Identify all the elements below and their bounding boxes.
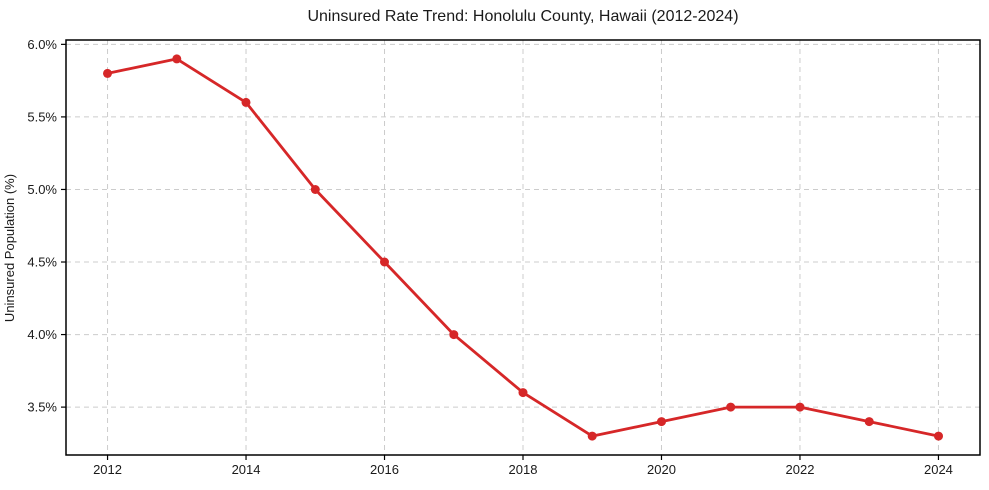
data-point-marker bbox=[310, 185, 320, 194]
data-point-marker bbox=[172, 54, 182, 64]
data-point-marker bbox=[795, 402, 805, 412]
line-series bbox=[103, 54, 943, 441]
data-point-marker bbox=[864, 417, 874, 427]
y-tick-label: 5.0% bbox=[27, 182, 57, 197]
y-axis-title: Uninsured Population (%) bbox=[2, 174, 17, 322]
grid-layer bbox=[66, 40, 980, 455]
data-point-marker bbox=[726, 402, 736, 412]
plot-frame bbox=[65, 39, 981, 456]
data-point-marker bbox=[934, 431, 943, 441]
tick-layer: 3.5% 4.0% 4.5% 5.0% 5.5% 6.0% 2012 2014 2016 2018… bbox=[27, 37, 953, 477]
y-tick-label: 5.5% bbox=[27, 109, 57, 124]
x-tick-label: 2014 bbox=[232, 462, 261, 477]
data-point-marker bbox=[587, 431, 597, 441]
y-tick-label: 3.5% bbox=[27, 400, 57, 415]
x-tick-label: 2022 bbox=[786, 462, 815, 477]
x-tick-label: 2016 bbox=[370, 462, 399, 477]
data-point-marker bbox=[449, 330, 459, 340]
data-point-marker bbox=[518, 388, 528, 398]
x-tick-label: 2020 bbox=[647, 462, 676, 477]
chart-title: Uninsured Rate Trend: Honolulu County, H… bbox=[307, 8, 738, 25]
x-tick-label: 2024 bbox=[924, 462, 953, 477]
y-tick-label: 6.0% bbox=[27, 37, 57, 52]
data-point-marker bbox=[241, 97, 251, 107]
x-tick-label: 2012 bbox=[93, 462, 122, 477]
y-tick-label: 4.0% bbox=[27, 327, 57, 342]
data-point-marker bbox=[380, 257, 389, 267]
x-tick-label: 2018 bbox=[509, 462, 538, 477]
data-point-marker bbox=[103, 68, 112, 78]
y-tick-label: 4.5% bbox=[27, 255, 57, 270]
data-point-marker bbox=[657, 417, 666, 427]
